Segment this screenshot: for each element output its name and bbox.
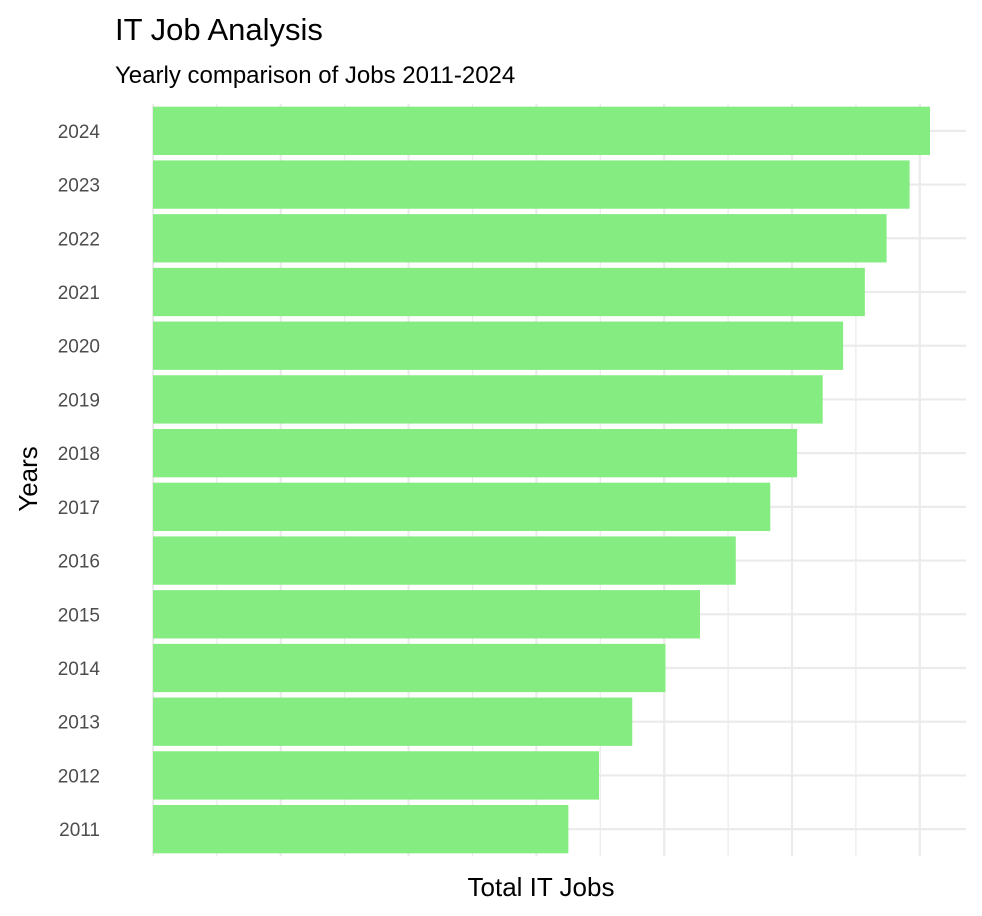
bar-2011 — [153, 804, 569, 854]
y-tick-label: 2011 — [59, 820, 100, 841]
bar-2017 — [153, 482, 771, 532]
bar-2021 — [153, 267, 865, 317]
y-tick-label: 2021 — [58, 283, 100, 304]
bar-2020 — [153, 321, 844, 370]
y-tick-label: 2019 — [58, 390, 100, 411]
y-axis-title: Years — [13, 446, 43, 512]
y-tick-label: 2015 — [58, 605, 100, 626]
bar-2018 — [153, 428, 798, 478]
y-tick-label: 2018 — [58, 444, 100, 465]
bar-2015 — [153, 590, 700, 639]
y-tick-label: 2023 — [58, 176, 100, 197]
y-tick-label: 2014 — [58, 659, 101, 680]
y-tick-labels: 2011 2012 2013 2014 2015 2016 2017 2018 2019 2020… — [58, 122, 101, 841]
bar-2016 — [153, 536, 736, 585]
y-tick-label: 2013 — [58, 713, 100, 734]
bar-2022 — [153, 214, 887, 263]
bar-2024 — [153, 106, 931, 156]
bar-2019 — [153, 375, 823, 424]
y-tick-label: 2017 — [58, 498, 100, 519]
y-tick-label: 2016 — [58, 552, 100, 573]
bar-2013 — [153, 697, 633, 746]
y-tick-label: 2020 — [58, 337, 100, 358]
y-tick-label: 2012 — [58, 766, 100, 787]
chart-title: IT Job Analysis — [115, 12, 323, 47]
bar-2023 — [153, 160, 910, 209]
y-tick-label: 2024 — [58, 122, 101, 143]
x-axis-title: Total IT Jobs — [468, 872, 615, 902]
chart-subtitle: Yearly comparison of Jobs 2011-2024 — [115, 62, 515, 89]
y-tick-label: 2022 — [58, 229, 100, 250]
bar-2012 — [153, 751, 600, 800]
bars — [153, 106, 931, 854]
bar-2014 — [153, 643, 666, 693]
